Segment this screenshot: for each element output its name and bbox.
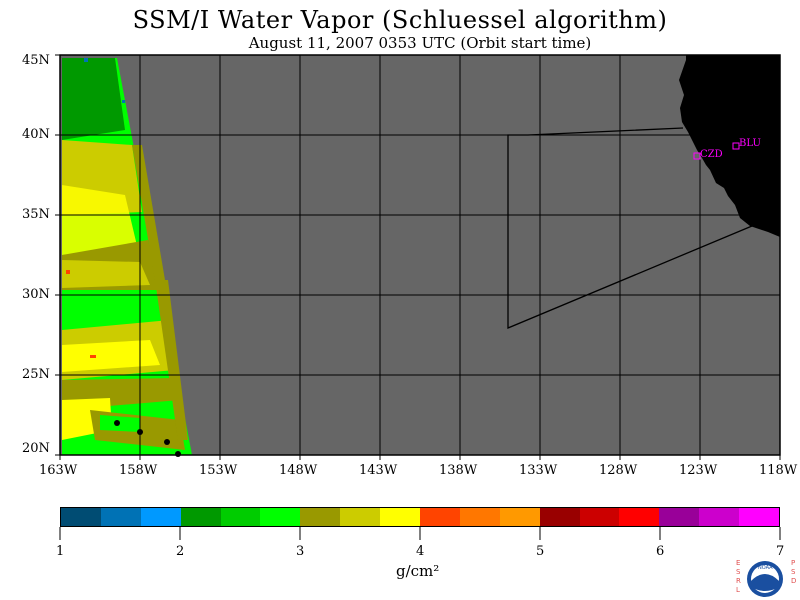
- colorbar-tick-label: 1: [56, 544, 65, 559]
- logo-left-text-3: R: [736, 577, 741, 585]
- lat-label: 35N: [22, 207, 50, 222]
- map-title: SSM/I Water Vapor (Schluessel algorithm): [132, 6, 668, 34]
- logo-center-text: NOAA: [758, 565, 773, 571]
- lat-label: 20N: [22, 441, 50, 456]
- colorbar-swatch: [300, 508, 341, 526]
- station-marker-blu: [732, 142, 740, 150]
- lon-label: 138W: [439, 463, 478, 478]
- lon-label: 143W: [359, 463, 398, 478]
- colorbar-swatch: [420, 508, 460, 526]
- colorbar-swatch: [579, 508, 620, 526]
- map-subtitle: August 11, 2007 0353 UTC (Orbit start ti…: [248, 34, 592, 52]
- logo-right-text-1: P: [791, 559, 795, 567]
- colorbar-swatch: [260, 508, 301, 526]
- colorbar-swatch: [100, 508, 141, 526]
- lon-label: 123W: [679, 463, 718, 478]
- track-outline: [507, 127, 753, 329]
- lon-label: 163W: [39, 463, 78, 478]
- colorbar-tick-label: 4: [416, 544, 425, 559]
- colorbar-unit-label: g/cm²: [396, 562, 440, 580]
- colorbar-swatch: [180, 508, 221, 526]
- colorbar-tick-label: 7: [776, 544, 785, 559]
- colorbar-tick-label: 2: [176, 544, 185, 559]
- colorbar-tick-label: 3: [296, 544, 305, 559]
- lat-label: 25N: [22, 367, 50, 382]
- land-north-america: [679, 55, 780, 237]
- lon-label: 133W: [519, 463, 558, 478]
- colorbar-swatch: [220, 508, 261, 526]
- lon-label: 158W: [119, 463, 158, 478]
- lat-label: 45N: [22, 53, 50, 68]
- colorbar-swatch: [539, 508, 580, 526]
- lon-label: 148W: [279, 463, 318, 478]
- lon-label: 128W: [599, 463, 638, 478]
- satellite-swath: [62, 58, 192, 457]
- lat-label: 40N: [22, 127, 50, 142]
- colorbar-swatch: [61, 508, 101, 526]
- logo-right-text-3: D: [791, 577, 796, 585]
- station-label-czd: CZD: [700, 149, 723, 160]
- colorbar-swatch: [739, 508, 780, 526]
- colorbar-swatch: [619, 508, 660, 526]
- colorbar-tick-label: 5: [536, 544, 545, 559]
- grid-lines: [60, 55, 780, 455]
- colorbar-swatch: [699, 508, 740, 526]
- color-scale-bar: [60, 507, 780, 527]
- noaa-esrl-psd-logo: E S R L NOAA P S D: [736, 559, 796, 597]
- axis-ticks: [55, 54, 781, 460]
- colorbar-swatch: [459, 508, 500, 526]
- colorbar-swatch: [340, 508, 381, 526]
- colorbar-swatch: [499, 508, 540, 526]
- logo-left-text-4: L: [736, 586, 740, 594]
- logo-left-text-1: E: [736, 559, 740, 567]
- lon-label: 118W: [759, 463, 798, 478]
- colorbar-swatch: [140, 508, 181, 526]
- colorbar-tick-label: 6: [656, 544, 665, 559]
- logo-right-text-2: S: [791, 568, 796, 576]
- station-label-blu: BLU: [739, 138, 761, 149]
- lon-label: 153W: [199, 463, 238, 478]
- map-frame: [59, 54, 781, 456]
- station-marker-czd: [693, 152, 701, 160]
- logo-left-text-2: S: [736, 568, 741, 576]
- colorbar-swatch: [380, 508, 421, 526]
- colorbar-swatch: [659, 508, 700, 526]
- lat-label: 30N: [22, 287, 50, 302]
